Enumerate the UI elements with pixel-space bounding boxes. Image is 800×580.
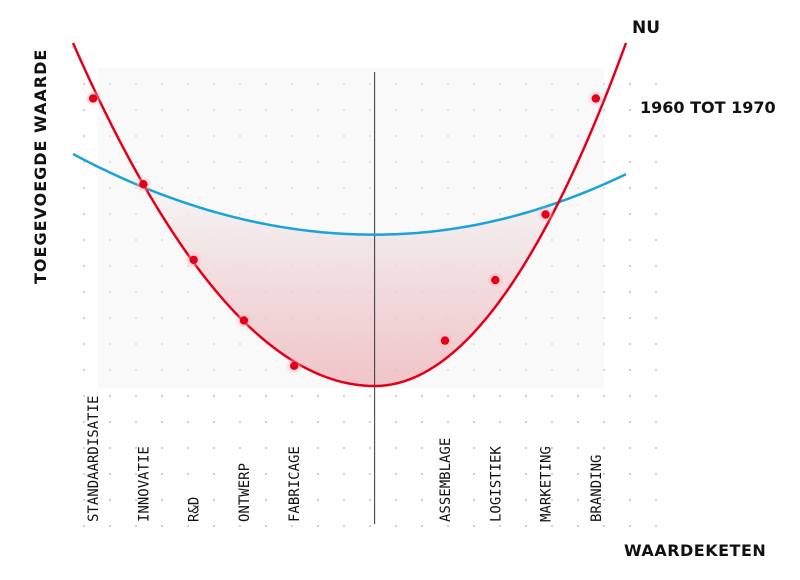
category-label-branding: BRANDING	[589, 455, 605, 522]
data-point-logistiek	[491, 275, 500, 285]
series-label-nu: NU	[632, 18, 660, 38]
series-line-1960-tot-1970	[72, 152, 627, 236]
category-labels: STANDAARDISATIE INNOVATIE R&D ONTWERP FABRIC…	[86, 396, 605, 522]
data-point-marketing	[541, 210, 550, 219]
data-point-fabricage	[290, 361, 299, 371]
data-point-innovatie	[139, 180, 148, 189]
category-label-r-d: R&D	[187, 497, 203, 522]
series-label-1960-tot-1970: 1960 TOT 1970	[640, 98, 776, 117]
category-label-ontwerp: ONTWERP	[237, 463, 253, 522]
area-between-curves	[145, 188, 559, 386]
category-label-standaardisatie: STANDAARDISATIE	[86, 396, 102, 522]
data-point-ontwerp	[239, 316, 249, 325]
data-point-standaardisatie	[88, 94, 98, 103]
category-label-fabricage: FABRICAGE	[287, 446, 303, 522]
data-point-assemblage	[440, 336, 450, 345]
category-label-marketing: MARKETING	[539, 446, 555, 522]
y-axis-title: TOEGEVOEGDE WAARDE	[31, 49, 50, 284]
category-label-logistiek: LOGISTIEK	[488, 446, 504, 522]
x-axis-title: WAARDEKETEN	[624, 541, 766, 560]
series-points-nu	[84, 89, 605, 375]
data-point-branding	[591, 94, 601, 103]
category-label-innovatie: INNOVATIE	[136, 446, 152, 522]
category-label-assemblage: ASSEMBLAGE	[438, 438, 454, 522]
series-line-nu	[71, 42, 628, 388]
data-point-r-d	[189, 255, 198, 265]
